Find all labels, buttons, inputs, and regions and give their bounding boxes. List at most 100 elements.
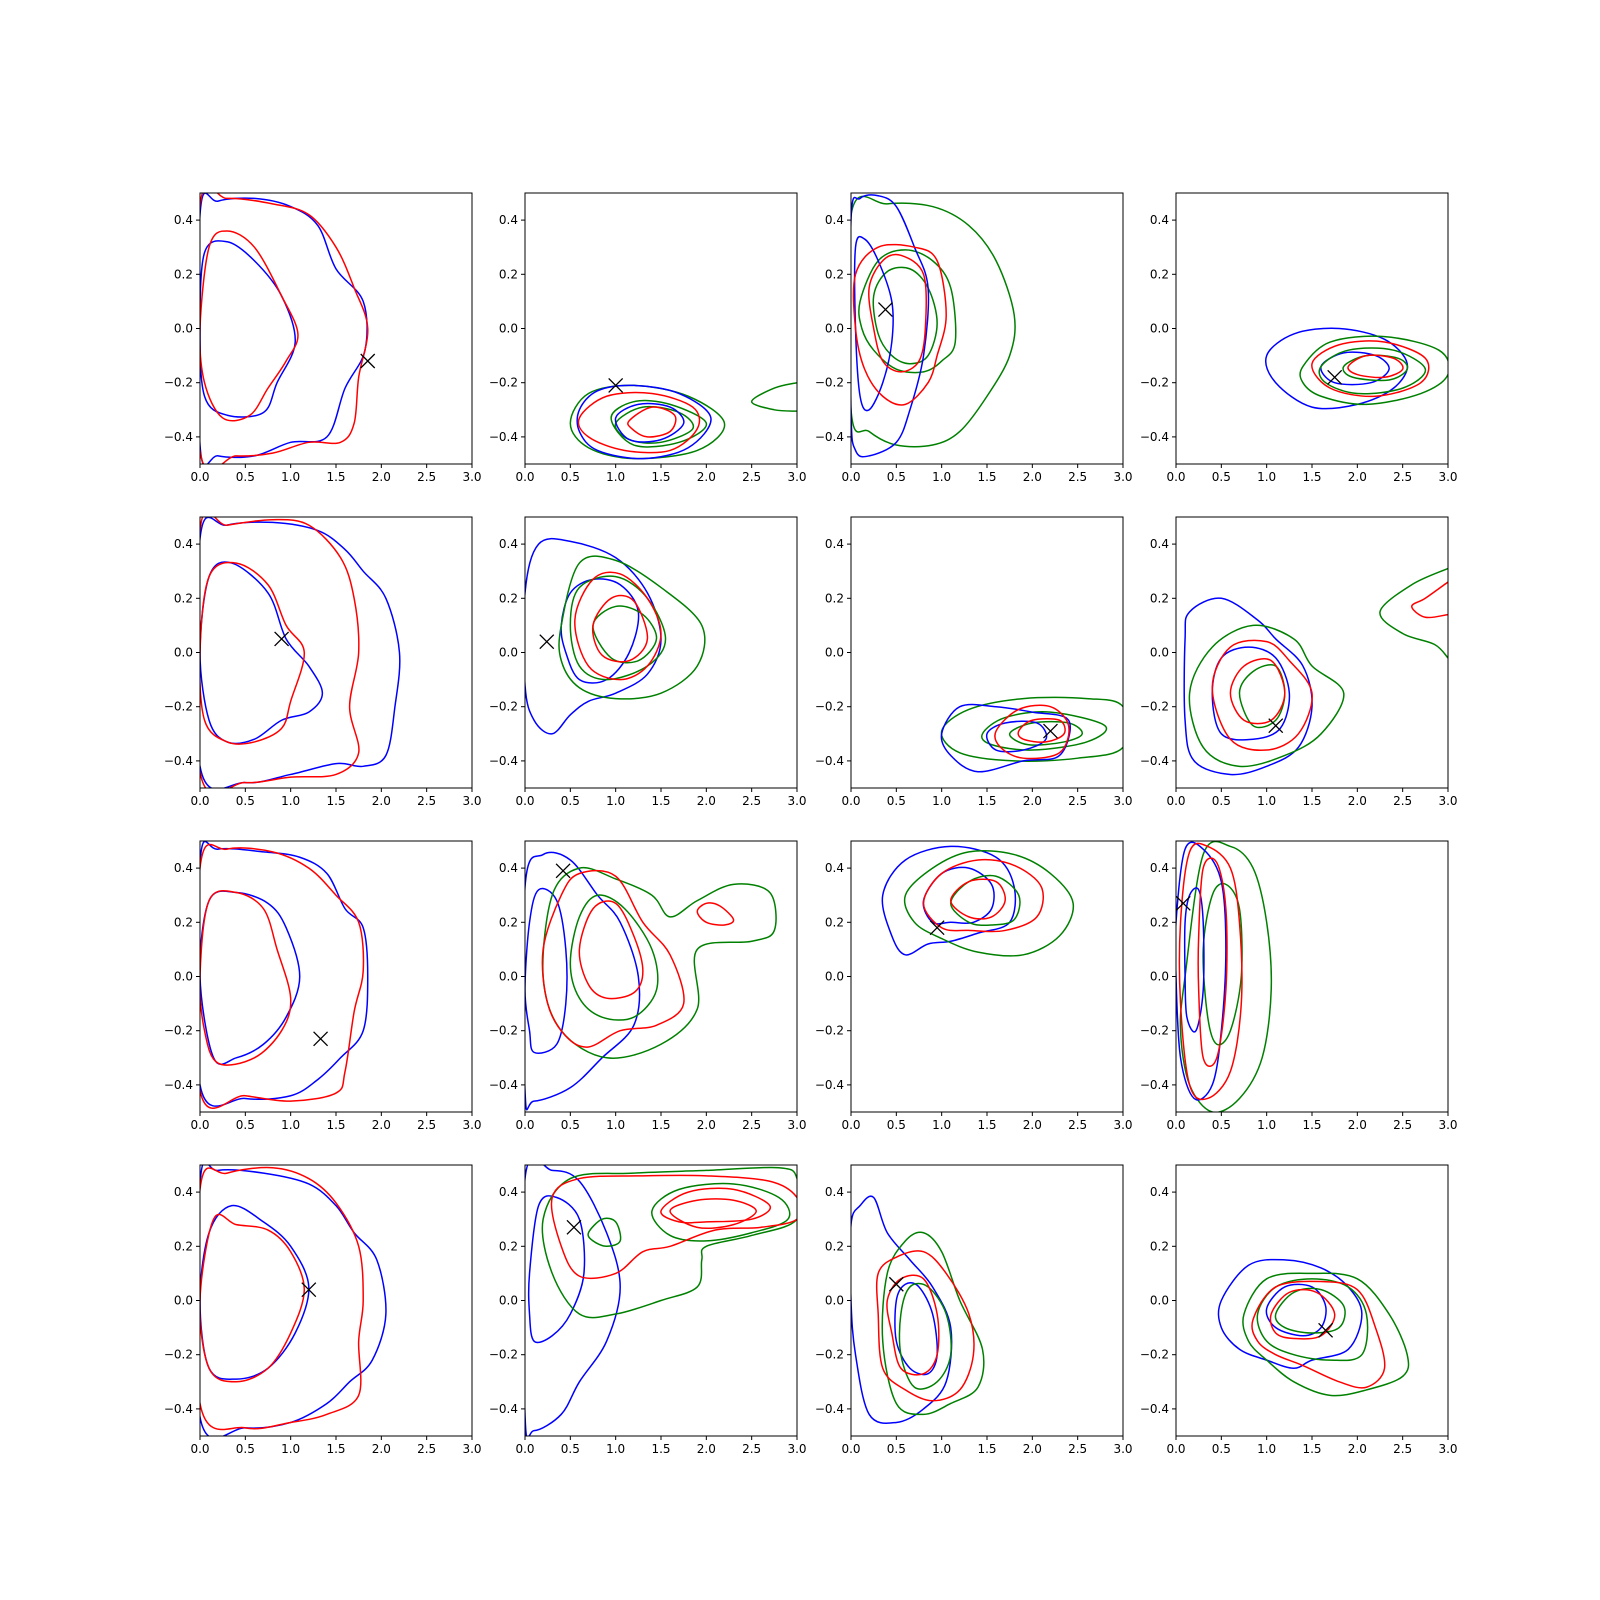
x-tick-label: 1.0 [932, 794, 951, 808]
x-tick-label: 2.5 [742, 794, 761, 808]
x-tick-label: 3.0 [1438, 1442, 1457, 1456]
y-tick-label: 0.4 [499, 861, 518, 875]
green-contour-inner [1008, 720, 1083, 746]
subplot-4-3: 0.0 0.5 1.0 1.5 2.0 2.5 3.0 −0.4 −0.2 0.0 0.2 0.4 [815, 1164, 1133, 1456]
x-tick-label: 2.0 [1023, 470, 1042, 484]
y-tick-label: −0.4 [489, 1078, 518, 1092]
y-tick-label: 0.0 [499, 1294, 518, 1308]
x-tick-label: 0.0 [1166, 1118, 1185, 1132]
blue-contour-inner [853, 235, 894, 412]
x-tick-label: 0.5 [561, 1118, 580, 1132]
x-marker [555, 863, 571, 879]
subplot-3-1: 0.0 0.5 1.0 1.5 2.0 2.5 3.0 −0.4 −0.2 0.0 0.2 0.4 [164, 840, 482, 1132]
red-contour-outer [200, 843, 365, 1109]
y-tick-label: −0.4 [164, 1402, 193, 1416]
red-contour-outer [200, 517, 360, 788]
y-tick-label: 0.0 [1150, 322, 1169, 336]
x-tick-label: 1.5 [977, 470, 996, 484]
x-tick-label: 2.0 [372, 1118, 391, 1132]
y-tick-label: 0.0 [1150, 646, 1169, 660]
x-tick-label: 2.0 [697, 1118, 716, 1132]
contour-group [881, 845, 1075, 957]
x-tick-label: 2.5 [1068, 470, 1087, 484]
x-tick-label: 0.5 [887, 794, 906, 808]
contour-group [569, 381, 797, 460]
x-tick-label: 0.0 [841, 1442, 860, 1456]
x-tick-label: 1.5 [326, 1118, 345, 1132]
y-tick-label: 0.0 [174, 322, 193, 336]
x-tick-label: 2.0 [1348, 470, 1367, 484]
x-tick-label: 3.0 [787, 1118, 806, 1132]
axes-frame [850, 1164, 1124, 1437]
x-tick-label: 1.5 [651, 794, 670, 808]
blue-contour-inner [894, 1282, 939, 1376]
red-contour-outer [1311, 340, 1430, 398]
x-tick-label: 1.5 [651, 1118, 670, 1132]
y-tick-label: 0.4 [174, 213, 193, 227]
y-tick-label: 0.2 [174, 267, 193, 281]
x-tick-label: 3.0 [462, 1442, 481, 1456]
axes-frame [1175, 840, 1449, 1113]
green-contour-inner [898, 1282, 952, 1390]
green-contour-tail [1379, 567, 1448, 659]
blue-contour-outer [1183, 597, 1313, 776]
green-contour-outer [541, 1166, 797, 1319]
y-tick-label: −0.4 [1140, 754, 1169, 768]
blue-contour-inner [527, 1195, 586, 1344]
axes-frame [1175, 516, 1449, 789]
y-tick-label: 0.4 [174, 861, 193, 875]
axes-frame [850, 516, 1124, 789]
x-marker [888, 1276, 904, 1292]
x-tick-label: 0.0 [841, 794, 860, 808]
y-tick-label: −0.2 [164, 376, 193, 390]
x-tick-label: 2.0 [697, 794, 716, 808]
y-tick-label: −0.2 [1140, 376, 1169, 390]
blue-contour-inner [560, 578, 640, 684]
y-tick-label: 0.2 [499, 267, 518, 281]
x-marker [539, 634, 555, 650]
subplot-1-3: 0.0 0.5 1.0 1.5 2.0 2.5 3.0 −0.4 −0.2 0.0 0.2 0.4 [815, 192, 1133, 484]
x-tick-label: 3.0 [1438, 1118, 1457, 1132]
x-tick-label: 1.5 [1302, 1118, 1321, 1132]
y-tick-label: −0.2 [489, 376, 518, 390]
y-tick-label: 0.4 [174, 537, 193, 551]
red-contour-inner [1347, 354, 1404, 379]
y-tick-label: 0.0 [825, 322, 844, 336]
x-tick-label: 1.5 [326, 470, 345, 484]
green-contour-inner [1238, 663, 1286, 729]
y-tick-label: 0.0 [825, 970, 844, 984]
x-tick-label: 2.5 [742, 470, 761, 484]
x-marker [929, 920, 945, 936]
blue-contour-inner [614, 402, 685, 443]
x-tick-label: 0.5 [887, 470, 906, 484]
x-tick-label: 0.5 [1212, 1442, 1231, 1456]
x-tick-label: 3.0 [462, 1118, 481, 1132]
x-tick-label: 0.0 [1166, 1442, 1185, 1456]
y-tick-label: 0.4 [825, 213, 844, 227]
x-marker [1175, 895, 1191, 911]
x-tick-label: 1.0 [281, 794, 300, 808]
red-contour-inner [200, 561, 306, 745]
red-contour-tail [1410, 581, 1448, 619]
green-contour-mid [1256, 1278, 1369, 1362]
green-contour-inner [569, 894, 659, 1021]
contour-group [1183, 567, 1448, 776]
y-tick-label: 0.2 [499, 1239, 518, 1253]
blue-contour-inner [1211, 646, 1291, 741]
y-tick-label: 0.4 [499, 537, 518, 551]
x-tick-label: 1.5 [1302, 794, 1321, 808]
green-contour-outer [558, 555, 706, 700]
x-tick-label: 1.0 [606, 1442, 625, 1456]
x-tick-label: 1.0 [932, 470, 951, 484]
y-tick-label: −0.4 [164, 1078, 193, 1092]
x-tick-label: 0.0 [841, 470, 860, 484]
x-tick-label: 0.0 [190, 794, 209, 808]
y-tick-label: −0.4 [815, 754, 844, 768]
contour-group [200, 1165, 387, 1436]
x-tick-label: 1.5 [977, 1118, 996, 1132]
y-tick-label: 0.2 [174, 1239, 193, 1253]
y-tick-label: 0.0 [825, 1294, 844, 1308]
x-marker [360, 353, 376, 369]
axes-frame [524, 840, 798, 1113]
x-tick-label: 0.5 [1212, 470, 1231, 484]
